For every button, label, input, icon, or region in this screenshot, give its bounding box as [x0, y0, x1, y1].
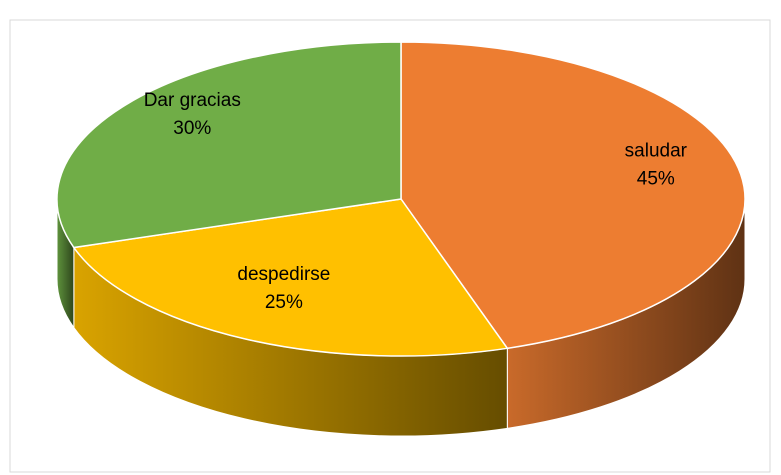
slice-label: despedirse: [237, 264, 330, 285]
slice-value-label: 25%: [265, 292, 303, 313]
pie-slice: [72, 198, 509, 357]
slice-value-label: 45%: [637, 169, 675, 190]
slice-value-label: 30%: [173, 118, 211, 139]
slice-label: saludar: [625, 141, 688, 162]
pie-slice: [400, 41, 746, 350]
pie-slice: [56, 41, 402, 249]
slice-label: Dar gracias: [144, 90, 241, 111]
